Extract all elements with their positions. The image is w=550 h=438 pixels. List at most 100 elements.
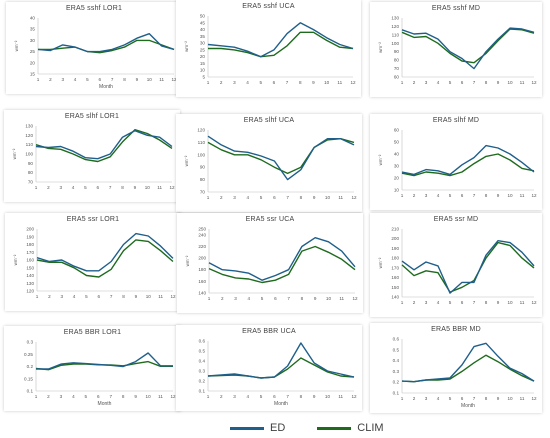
x-tick-label: 4 (248, 296, 251, 301)
x-tick-label: 5 (84, 185, 87, 190)
y-tick-label: 130 (25, 124, 33, 129)
x-tick-label: 6 (461, 300, 464, 305)
x-tick-label: 9 (497, 396, 500, 401)
y-tick-label: 40 (200, 27, 206, 32)
x-tick-label: 9 (313, 394, 316, 399)
series-line-clim (35, 129, 173, 163)
x-tick-label: 9 (314, 296, 317, 301)
x-tick-label: 12 (531, 396, 537, 401)
x-tick-label: 3 (234, 296, 237, 301)
x-tick-label: 5 (260, 195, 263, 200)
y-tick-label: 70 (28, 180, 34, 185)
x-tick-label: 9 (136, 77, 139, 82)
x-tick-label: 8 (485, 80, 488, 85)
chart-panel: ERA5 slhf UCA 70 80 90 100 110 120 1 2 3 4 5 6 7 8 9 10 1… (176, 114, 362, 212)
series-line-clim (36, 239, 174, 278)
x-tick-label: 10 (325, 195, 331, 200)
x-tick-label: 7 (286, 195, 289, 200)
y-tick-label: 35 (200, 34, 206, 39)
y-axis-label: wm⁻² (14, 40, 19, 51)
series-line-ed (207, 135, 355, 181)
y-tick-label: 170 (391, 265, 399, 270)
chart-panel: ERA5 sshf UCA 5 10 15 20 25 30 35 40 45 50 1 2 3 4 5 6 7 8… (176, 0, 361, 97)
chart-title: ERA5 BBR MD (431, 326, 481, 333)
x-tick-label: 10 (507, 396, 513, 401)
series-line-ed (207, 22, 354, 58)
x-tick-label: 1 (401, 193, 404, 198)
x-tick-label: 6 (97, 185, 100, 190)
y-tick-label: 150 (391, 285, 399, 290)
x-tick-label: 5 (449, 80, 452, 85)
chart-title: ERA5 ssr LOR1 (66, 216, 120, 223)
y-tick-label: 0.6 (199, 339, 206, 344)
y-tick-label: 80 (394, 58, 400, 63)
x-tick-label: 6 (97, 394, 100, 399)
y-tick-label: 80 (200, 177, 206, 182)
x-tick-label: 4 (246, 80, 249, 85)
x-tick-label: 10 (325, 394, 331, 399)
x-tick-label: 11 (158, 394, 163, 399)
y-tick-label: 40 (30, 16, 36, 21)
legend-swatch-ed (230, 426, 264, 430)
x-tick-label: 5 (261, 296, 264, 301)
x-tick-label: 3 (233, 80, 236, 85)
legend-item-clim: CLIM (317, 422, 384, 434)
x-tick-label: 8 (122, 394, 125, 399)
y-tick-label: 15 (30, 72, 36, 77)
x-tick-label: 1 (401, 300, 404, 305)
y-tick-label: 0.4 (199, 359, 206, 364)
series-line-ed (36, 352, 173, 370)
y-axis-label: wm⁻² (13, 254, 18, 265)
x-tick-label: 8 (122, 294, 125, 299)
series-line-clim (208, 245, 356, 284)
x-tick-label: 2 (221, 296, 224, 301)
x-tick-label: 8 (300, 195, 303, 200)
x-tick-label: 10 (326, 296, 332, 301)
y-tick-label: 130 (26, 281, 34, 286)
x-tick-label: 7 (110, 294, 113, 299)
y-tick-label: 0.2 (393, 380, 400, 385)
y-axis-label: wm⁻² (184, 41, 189, 52)
x-tick-label: 7 (286, 394, 289, 399)
x-tick-label: 2 (220, 195, 223, 200)
x-tick-label: 12 (170, 394, 176, 399)
y-tick-label: 120 (197, 128, 205, 133)
x-tick-label: 3 (233, 195, 236, 200)
y-tick-label: 140 (26, 273, 34, 278)
x-tick-label: 1 (207, 80, 210, 85)
y-tick-label: 120 (26, 289, 34, 294)
x-tick-label: 12 (531, 300, 537, 305)
x-tick-label: 4 (437, 193, 440, 198)
x-tick-label: 2 (413, 193, 416, 198)
x-tick-label: 10 (147, 77, 153, 82)
y-tick-label: 40 (394, 152, 400, 157)
y-axis-label: wm⁻² (184, 155, 189, 166)
y-tick-label: 50 (394, 140, 400, 145)
y-tick-label: 0.1 (27, 389, 34, 394)
y-axis-label: wm⁻² (12, 148, 17, 159)
series-line-ed (208, 237, 356, 281)
y-axis-label: wm⁻² (378, 257, 383, 268)
legend-swatch-clim (317, 426, 352, 430)
y-tick-label: 20 (394, 176, 400, 181)
x-tick-label: 11 (158, 294, 163, 299)
y-tick-label: 210 (391, 227, 399, 232)
x-tick-label: 3 (425, 80, 428, 85)
x-tick-label: 5 (85, 294, 88, 299)
series-line-clim (207, 357, 355, 379)
x-tick-label: 7 (109, 394, 112, 399)
x-tick-label: 8 (299, 80, 302, 85)
y-tick-label: 35 (30, 27, 36, 32)
x-tick-label: 7 (473, 80, 476, 85)
y-tick-label: 150 (26, 265, 34, 270)
legend-label-ed: ED (270, 422, 286, 434)
chart-title: ERA5 slhf UCA (243, 117, 295, 124)
y-tick-label: 200 (26, 227, 34, 232)
